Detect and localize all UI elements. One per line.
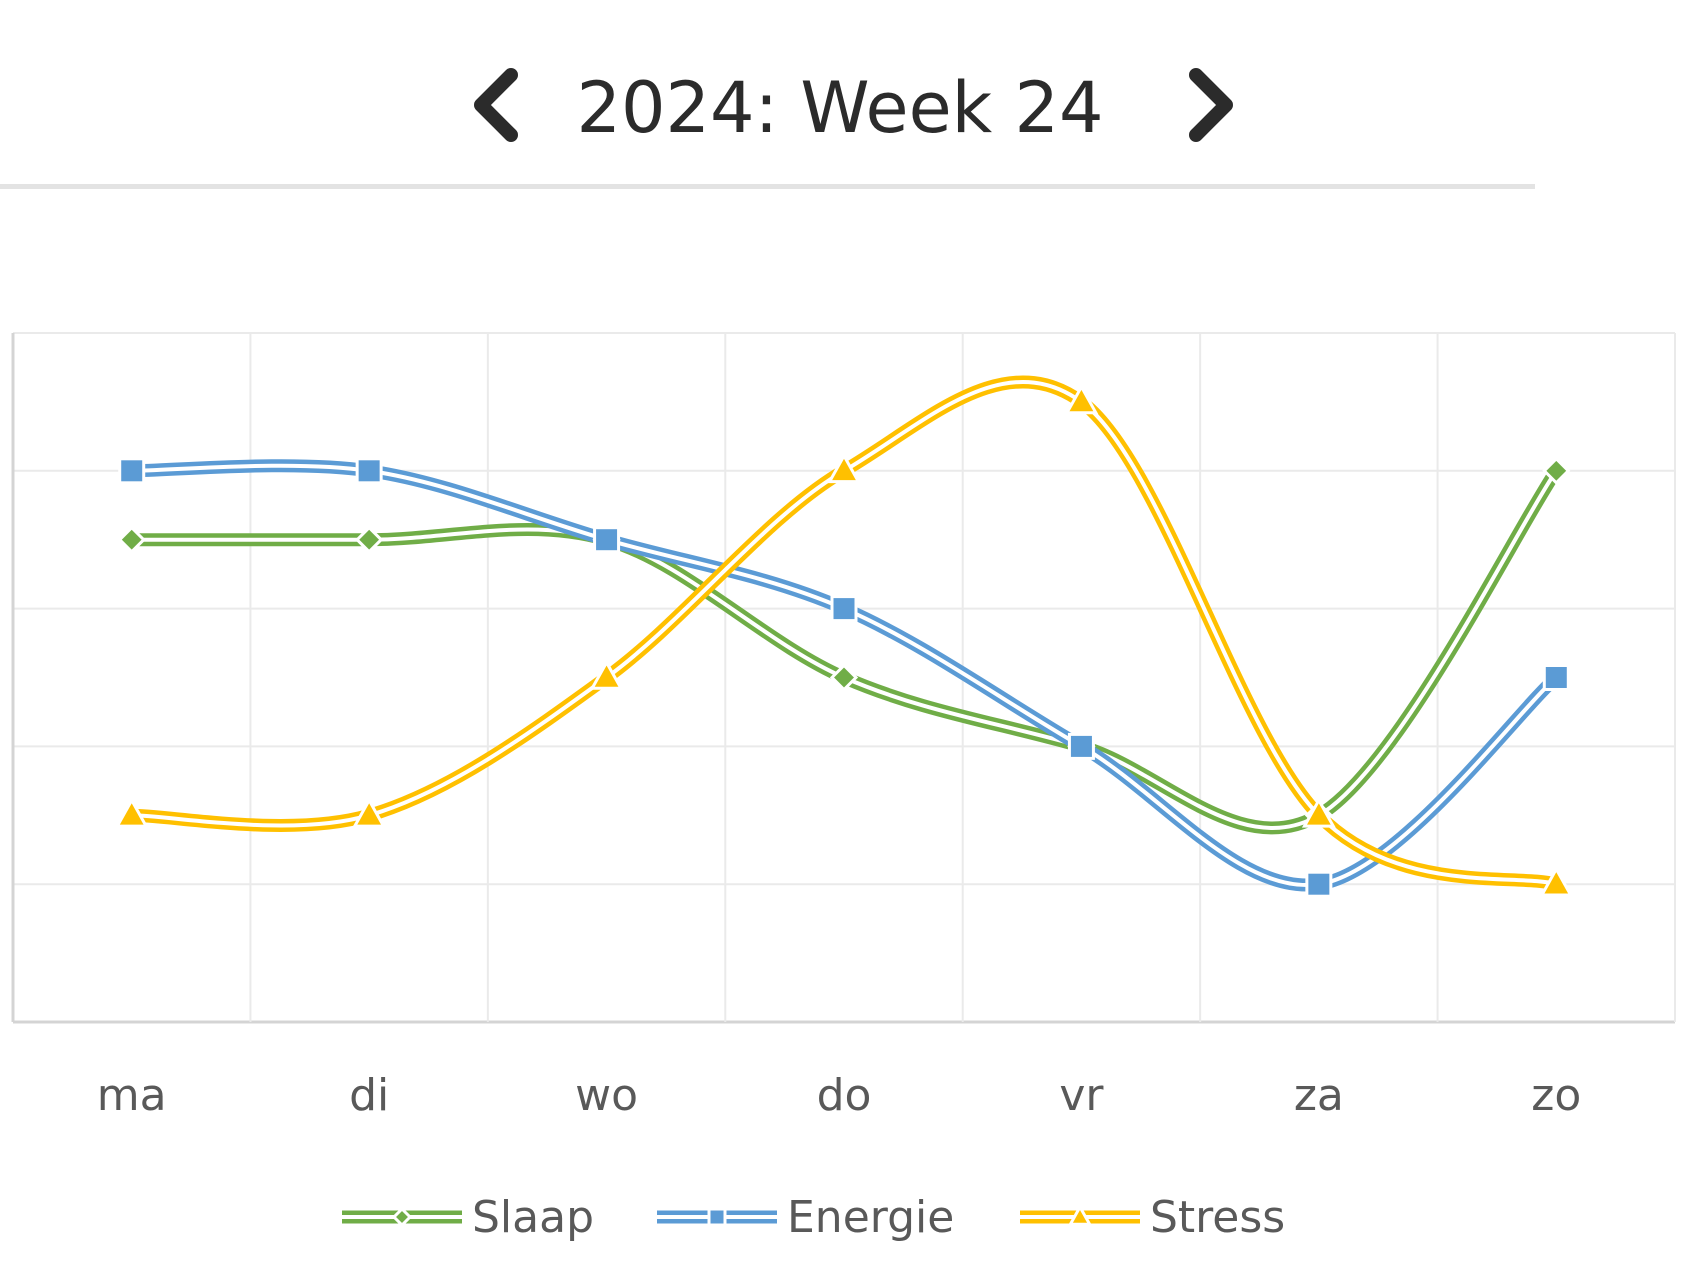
week-header: 2024: Week 24 <box>0 40 1681 160</box>
chart-legend: Slaap Energie Stress <box>0 1182 1681 1252</box>
data-point-energie-di <box>355 457 383 485</box>
legend-label: Stress <box>1150 1191 1286 1243</box>
legend-item-stress: Stress <box>1018 1182 1285 1252</box>
x-tick-label: do <box>817 1070 872 1121</box>
x-tick-label: vr <box>1059 1070 1104 1121</box>
data-point-energie-vr <box>1067 732 1095 760</box>
legend-marker-slaap <box>391 1206 413 1228</box>
data-point-stress-vr <box>1064 383 1099 415</box>
previous-week-button[interactable] <box>455 60 535 150</box>
legend-marker-energie <box>707 1207 727 1227</box>
data-point-energie-do <box>830 595 858 623</box>
x-tick-label: wo <box>575 1070 638 1121</box>
chevron-right-icon <box>1189 68 1233 142</box>
legend-swatch-slaap <box>342 1206 462 1228</box>
legend-marker-stress <box>1067 1203 1093 1226</box>
series-line-slaap <box>125 464 1563 835</box>
legend-item-energie: Energie <box>655 1182 954 1252</box>
legend-label: Slaap <box>472 1191 595 1243</box>
data-point-stress-zo <box>1539 866 1574 897</box>
data-point-energie-wo <box>593 526 621 554</box>
chart-markers <box>114 383 1574 898</box>
chevron-left-icon <box>474 68 518 142</box>
data-point-stress-do <box>827 452 861 484</box>
data-point-slaap-di <box>355 525 384 554</box>
data-point-stress-di <box>352 797 387 828</box>
x-tick-label: za <box>1294 1070 1344 1121</box>
data-point-slaap-ma <box>117 525 146 554</box>
legend-item-slaap: Slaap <box>340 1182 594 1252</box>
legend-swatch-energie <box>657 1207 777 1227</box>
header-divider <box>0 184 1535 189</box>
legend-label: Energie <box>787 1191 955 1243</box>
data-point-energie-zo <box>1542 664 1570 691</box>
x-axis-ticks: ma di wo do vr za zo <box>97 1070 1581 1121</box>
x-tick-label: ma <box>97 1070 167 1121</box>
week-title: 2024: Week 24 <box>576 67 1104 149</box>
x-tick-label: di <box>349 1070 389 1121</box>
data-point-stress-za <box>1301 797 1336 828</box>
data-point-energie-za <box>1305 870 1333 898</box>
data-point-slaap-do <box>829 663 859 692</box>
weekly-line-chart: ma di wo do vr za zo <box>11 332 1676 1121</box>
data-point-energie-ma <box>118 457 146 485</box>
next-week-button[interactable] <box>1172 60 1252 150</box>
data-point-stress-wo <box>589 659 624 690</box>
data-point-slaap-zo <box>1542 456 1571 485</box>
x-tick-label: zo <box>1531 1070 1581 1121</box>
data-point-stress-ma <box>114 797 149 828</box>
legend-swatch-stress <box>1020 1203 1140 1226</box>
